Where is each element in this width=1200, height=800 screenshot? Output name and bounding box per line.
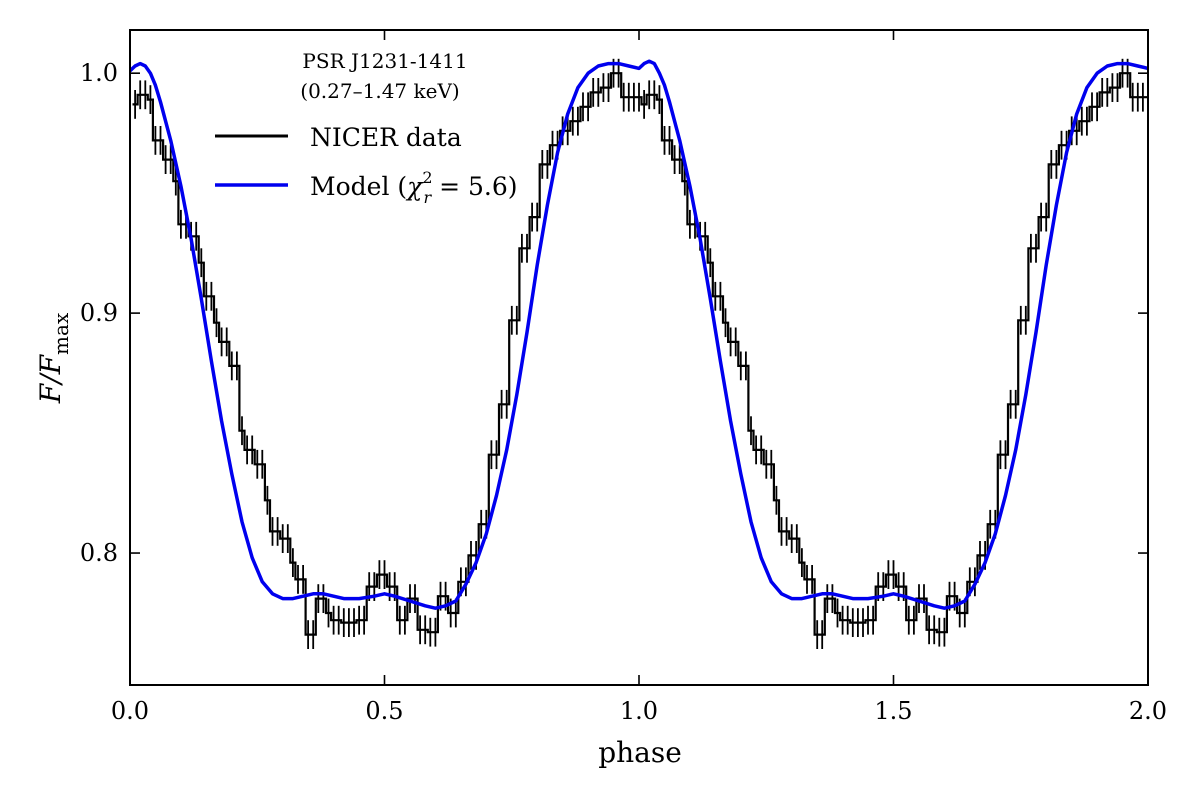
legend-model-sup: 2 [422, 168, 432, 187]
x-tick-label-3: 1.5 [874, 697, 912, 725]
y-axis-label-sub: max [49, 312, 73, 355]
data-step-line [132, 72, 1148, 636]
x-tick-label-4: 2.0 [1129, 697, 1167, 725]
y-tick-label-1: 0.9 [80, 299, 118, 327]
axes-layer: 0.0 0.5 1.0 1.5 2.0 0.8 0.9 1.0 [80, 29, 1167, 725]
legend-title-line2: (0.27–1.47 keV) [300, 79, 459, 103]
y-tick-label-0: 0.8 [80, 539, 118, 567]
legend-model-prefix: Model ( [310, 172, 407, 201]
y-axis-label: F/Fmax [34, 312, 73, 404]
x-tick-label-0: 0.0 [111, 697, 149, 725]
model-layer [130, 59, 1148, 610]
model-line [130, 59, 1148, 610]
x-axis-label: phase [598, 736, 682, 769]
x-tick-label-1: 0.5 [365, 697, 403, 725]
legend-title-line1: PSR J1231-1411 [302, 49, 467, 73]
x-tick-label-2: 1.0 [620, 697, 658, 725]
legend-model-chi: χ [405, 172, 424, 201]
legend: PSR J1231-1411 (0.27–1.47 keV) NICER dat… [215, 49, 518, 207]
legend-model-suffix: = 5.6) [431, 172, 517, 201]
axes-frame [129, 29, 1149, 686]
legend-model-label: Model (χ2 r = 5.6) [310, 168, 518, 207]
y-tick-label-2: 1.0 [80, 59, 118, 87]
legend-data-label: NICER data [310, 123, 462, 152]
y-axis-label-main: F/F [34, 353, 67, 404]
legend-model-sub: r [424, 188, 433, 207]
data-layer [132, 58, 1148, 649]
